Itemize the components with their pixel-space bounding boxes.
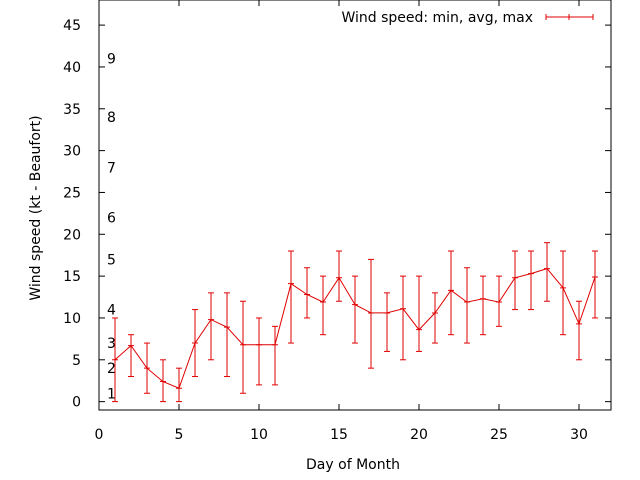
data-point (192, 340, 198, 347)
data-point (304, 291, 310, 298)
beaufort-label: 8 (107, 110, 116, 126)
data-point (448, 287, 454, 294)
y-tick-labels: 0 5 10 15 20 25 30 35 40 45 (63, 18, 81, 411)
beaufort-label: 4 (107, 303, 116, 319)
y-axis-label: Wind speed (kt - Beaufort) (28, 115, 44, 300)
data-point (144, 365, 150, 372)
plot-frame (98, 0, 612, 411)
x-tick-label: 10 (250, 427, 268, 443)
data-point (112, 356, 118, 363)
data-point (432, 309, 438, 316)
data-point (576, 320, 582, 327)
y-tick-label: 20 (63, 227, 81, 243)
data-point (176, 385, 182, 392)
data-points (112, 265, 598, 392)
y-tick-label: 10 (63, 311, 81, 327)
y-tick-label: 45 (63, 18, 81, 34)
data-point (288, 280, 294, 287)
y-tick-label: 30 (63, 144, 81, 160)
beaufort-labels: 1 2 3 4 5 6 7 8 9 (107, 52, 116, 403)
data-point (464, 299, 470, 306)
error-bars (112, 242, 598, 403)
data-point (560, 284, 566, 291)
data-point (224, 324, 230, 331)
y-tick-label: 0 (72, 395, 81, 411)
y-tick-label: 35 (63, 102, 81, 118)
x-tick-labels: 0 5 10 15 20 25 30 (95, 427, 588, 443)
data-point (528, 270, 534, 277)
beaufort-label: 7 (107, 160, 116, 176)
data-point (480, 295, 486, 302)
data-point (592, 273, 598, 280)
y-tick-label: 40 (63, 60, 81, 76)
data-point (336, 274, 342, 281)
y-tick-label: 25 (63, 185, 81, 201)
data-point (256, 341, 262, 348)
legend-label: Wind speed: min, avg, max (341, 10, 533, 26)
x-tick-label: 20 (410, 427, 428, 443)
data-point (496, 299, 502, 306)
data-point (128, 342, 134, 349)
data-point (400, 305, 406, 312)
data-point (352, 301, 358, 308)
x-tick-label: 0 (95, 427, 104, 443)
data-point (368, 309, 374, 316)
data-point (544, 265, 550, 272)
x-tick-label: 25 (490, 427, 508, 443)
legend-point (566, 14, 572, 20)
data-point (384, 309, 390, 316)
x-tick-label: 5 (175, 427, 184, 443)
data-point (240, 341, 246, 348)
x-axis-label: Day of Month (306, 457, 400, 473)
beaufort-label: 9 (107, 52, 116, 68)
data-point (416, 326, 422, 333)
beaufort-label: 6 (107, 211, 116, 227)
data-point (320, 299, 326, 306)
x-tick-label: 15 (330, 427, 348, 443)
data-point (272, 341, 278, 348)
beaufort-label: 2 (107, 361, 116, 377)
y-tick-label: 5 (72, 353, 81, 369)
legend: Wind speed: min, avg, max (341, 10, 594, 26)
x-tick-label: 30 (570, 427, 588, 443)
beaufort-label: 3 (107, 336, 116, 352)
data-point (208, 316, 214, 323)
axis-ticks (98, 0, 611, 410)
beaufort-label: 1 (107, 386, 116, 402)
data-point (512, 274, 518, 281)
data-point (160, 378, 166, 385)
beaufort-label: 5 (107, 252, 116, 268)
y-tick-label: 15 (63, 269, 81, 285)
